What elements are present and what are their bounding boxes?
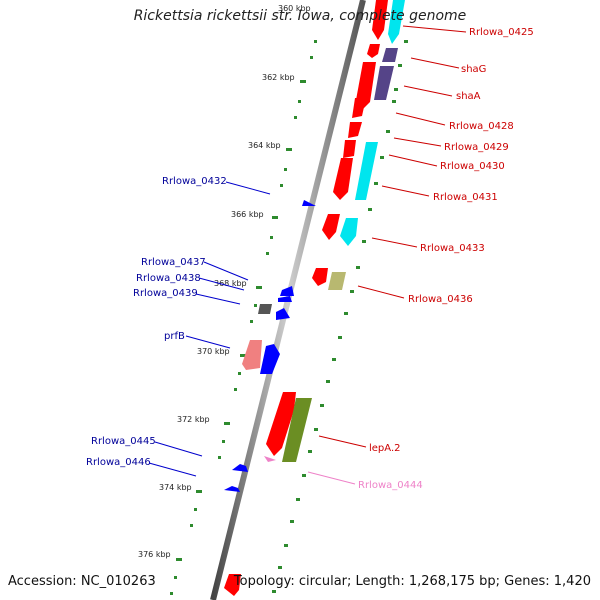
gene-rrlowa-0436[interactable] [328,272,346,290]
label-rrlowa-0439: Rrlowa_0439 [133,288,198,299]
label-rrlowa-0429: Rrlowa_0429 [444,142,509,153]
left-labels: Rrlowa_0432 Rrlowa_0437 Rrlowa_0438 Rrlo… [86,176,271,477]
gene-cyan-top[interactable] [388,0,405,44]
tick-label-360: 360 kbp [278,4,311,13]
label-prfB: prfB [164,331,185,342]
gene-lepA-2[interactable] [282,398,312,462]
left-strand-features [224,200,316,492]
gene-rrlowa-0433[interactable] [340,218,358,246]
gene-rrlowa-0432[interactable] [302,200,316,206]
tick-labels: 360 kbp 362 kbp 364 kbp 366 kbp 368 kbp … [138,4,311,559]
gene-bottom-red[interactable] [224,574,241,596]
tick-label-366: 366 kbp [231,210,264,219]
tick-label-364: 364 kbp [248,141,281,150]
label-rrlowa-0428: Rrlowa_0428 [449,121,514,132]
label-rrlowa-0430: Rrlowa_0430 [440,161,505,172]
gene-feature-red-small[interactable] [367,44,380,58]
gene-rrlowa-0438[interactable] [278,296,292,302]
gene-rrlowa-0431[interactable] [333,158,353,200]
gene-rrlowa-0444[interactable] [264,456,276,462]
right-labels: Rrlowa_0425 shaG shaA Rrlowa_0428 Rrlowa… [307,25,534,491]
label-rrlowa-0425: Rrlowa_0425 [469,27,534,38]
gene-rrlowa-0439-gray[interactable] [258,304,272,314]
gene-rrlowa-0428[interactable] [352,98,366,118]
label-rrlowa-0431: Rrlowa_0431 [433,192,498,203]
label-rrlowa-0437: Rrlowa_0437 [141,257,206,268]
label-rrlowa-0433: Rrlowa_0433 [420,243,485,254]
tick-label-372: 372 kbp [177,415,210,424]
label-rrlowa-0445: Rrlowa_0445 [91,436,156,447]
tick-label-374: 374 kbp [159,483,192,492]
label-rrlowa-0436: Rrlowa_0436 [408,294,473,305]
gene-prfB[interactable] [260,344,280,374]
gene-shaA[interactable] [374,66,394,100]
gene-rrlowa-0425[interactable] [372,0,388,40]
label-shaA: shaA [456,91,481,102]
tick-label-376: 376 kbp [138,550,171,559]
genome-title: Rickettsia rickettsii str. Iowa, complet… [133,8,467,24]
gene-rrlowa-0445[interactable] [232,464,248,472]
gene-rrlowa-0439[interactable] [276,308,290,320]
label-rrlowa-0432: Rrlowa_0432 [162,176,227,187]
right-strand-features [224,0,405,596]
gene-rrlowa-0429[interactable] [348,122,362,138]
accession-text: Accession: NC_010263 [8,574,156,589]
label-lepA-2: lepA.2 [369,443,400,454]
gene-shaG[interactable] [382,48,398,62]
label-rrlowa-0444: Rrlowa_0444 [358,480,423,491]
gene-cyan-0431[interactable] [355,142,378,200]
gene-rrlowa-0433-red[interactable] [322,214,340,240]
gene-rrlowa-0430[interactable] [343,140,356,158]
label-rrlowa-0438: Rrlowa_0438 [136,273,201,284]
gene-rrlowa-0436-red[interactable] [312,268,328,286]
tick-label-368: 368 kbp [214,279,247,288]
gene-prfB-pink[interactable] [242,340,262,370]
gene-lepA-red[interactable] [266,392,296,456]
tick-label-370: 370 kbp [197,347,230,356]
label-shaG: shaG [461,64,486,75]
outer-dotted-line [272,40,408,593]
label-rrlowa-0446: Rrlowa_0446 [86,457,151,468]
gene-rrlowa-0446[interactable] [224,486,240,492]
inner-ruler [170,40,317,595]
gene-rrlowa-0437[interactable] [280,286,294,296]
genome-summary-text: Topology: circular; Length: 1,268,175 bp… [233,574,591,589]
tick-label-362: 362 kbp [262,73,295,82]
